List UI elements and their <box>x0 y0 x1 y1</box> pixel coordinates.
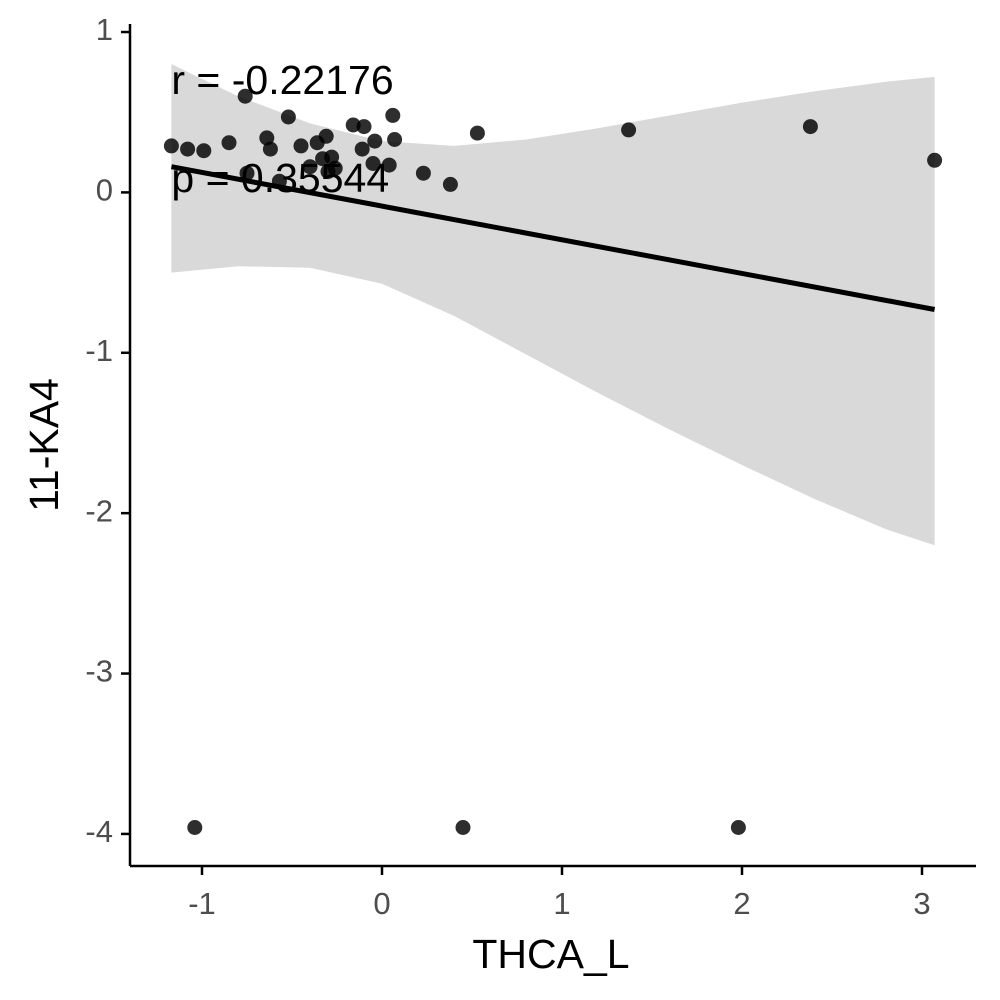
data-point <box>621 122 637 138</box>
confidence-band <box>171 64 935 546</box>
data-point <box>237 88 253 104</box>
x-tick-label: -1 <box>188 886 216 921</box>
data-point <box>927 152 943 168</box>
data-point <box>196 143 212 159</box>
data-point <box>381 157 397 173</box>
data-point <box>730 820 746 835</box>
y-tick-label: 0 <box>96 173 113 208</box>
x-axis-title: THCA_L <box>472 931 629 977</box>
x-tick-label: 2 <box>733 886 750 921</box>
data-point <box>163 138 179 154</box>
data-point <box>302 159 318 175</box>
y-tick-label: -4 <box>85 814 113 849</box>
data-point <box>802 119 818 135</box>
x-axis: -1 0 1 2 3 <box>188 866 931 921</box>
data-point <box>293 138 309 154</box>
points-layer <box>163 88 943 835</box>
data-point <box>318 128 334 144</box>
data-point <box>187 820 203 835</box>
data-point <box>221 135 237 151</box>
y-tick-label: -2 <box>85 493 113 528</box>
regression-line <box>170 164 936 312</box>
y-axis-title: 11-KA4 <box>21 378 67 512</box>
fit-line-layer <box>170 164 936 312</box>
data-point <box>354 141 370 157</box>
data-point <box>239 165 255 181</box>
data-point <box>356 119 372 135</box>
y-tick-label: -3 <box>85 654 113 689</box>
confidence-band-layer <box>171 64 935 546</box>
data-point <box>385 107 401 123</box>
data-point <box>469 125 485 141</box>
y-tick-label: 1 <box>96 12 113 47</box>
data-point <box>365 156 381 171</box>
data-point <box>455 820 471 835</box>
data-point <box>367 133 383 149</box>
correlation-r-label: r = -0.22176 <box>171 57 393 103</box>
x-tick-label: 1 <box>553 886 570 921</box>
data-point <box>327 160 343 176</box>
data-point <box>262 141 278 157</box>
data-point <box>280 109 296 125</box>
y-tick-label: -1 <box>85 333 113 368</box>
data-point <box>415 165 431 181</box>
correlation-p-label: p = 0.35544 <box>171 155 389 201</box>
data-point <box>180 141 196 157</box>
y-axis: 1 0 -1 -2 -3 -4 <box>85 12 130 849</box>
x-tick-label: 0 <box>373 886 390 921</box>
data-point <box>442 176 458 192</box>
x-tick-label: 3 <box>913 886 930 921</box>
data-point <box>387 132 403 147</box>
annotation-layer: r = -0.22176 p = 0.35544 <box>171 57 393 201</box>
